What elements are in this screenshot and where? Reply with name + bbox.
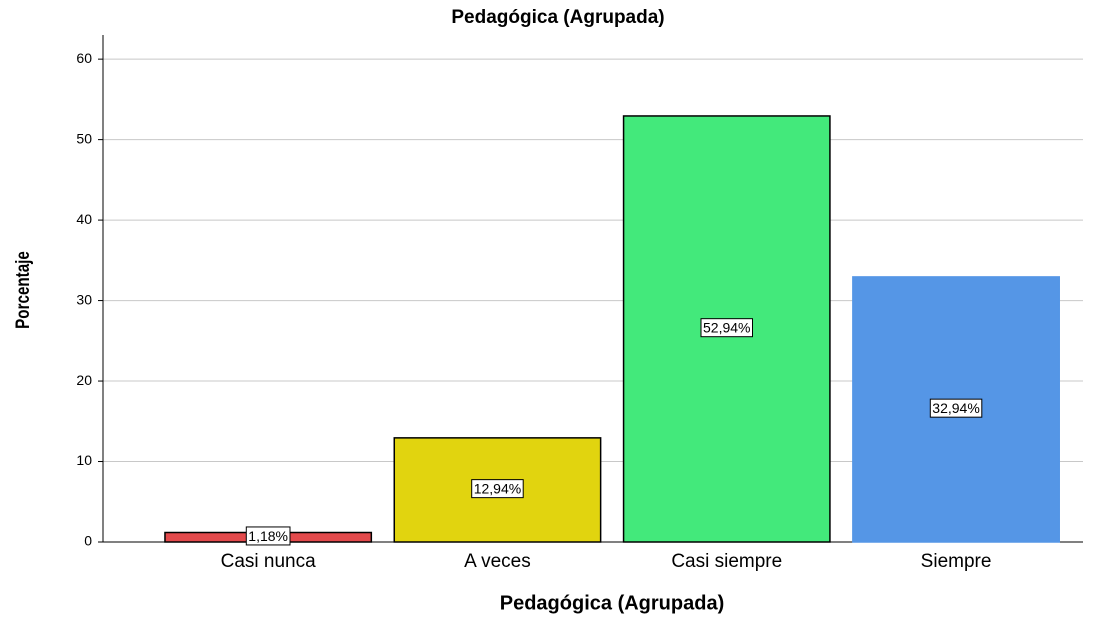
y-axis-title: Porcentaje	[11, 251, 33, 329]
bar	[393, 437, 602, 543]
y-tick-label: 10	[76, 452, 92, 468]
x-tick-label: Casi siempre	[671, 551, 782, 572]
x-tick-label: Siempre	[921, 551, 992, 572]
value-label: 32,94%	[932, 400, 979, 416]
value-label: 52,94%	[703, 320, 750, 336]
y-tick-label: 20	[76, 372, 92, 388]
value-label: 1,18%	[248, 528, 288, 544]
x-tick-label: Casi nunca	[221, 551, 316, 572]
y-tick-label: 50	[76, 130, 92, 146]
value-label-box	[929, 398, 983, 418]
y-tick-label: 0	[84, 533, 92, 549]
y-tick-label: 30	[76, 291, 92, 307]
value-label-box	[245, 526, 291, 546]
x-axis-title: Pedagógica (Agrupada)	[500, 592, 724, 614]
chart-title: Pedagógica (Agrupada)	[451, 7, 664, 28]
y-tick-label: 40	[76, 211, 92, 227]
value-label: 12,94%	[474, 481, 521, 497]
value-label-box	[471, 479, 524, 499]
x-tick-label: A veces	[464, 551, 531, 572]
y-tick-label: 60	[76, 50, 92, 66]
value-label-box	[700, 318, 753, 338]
